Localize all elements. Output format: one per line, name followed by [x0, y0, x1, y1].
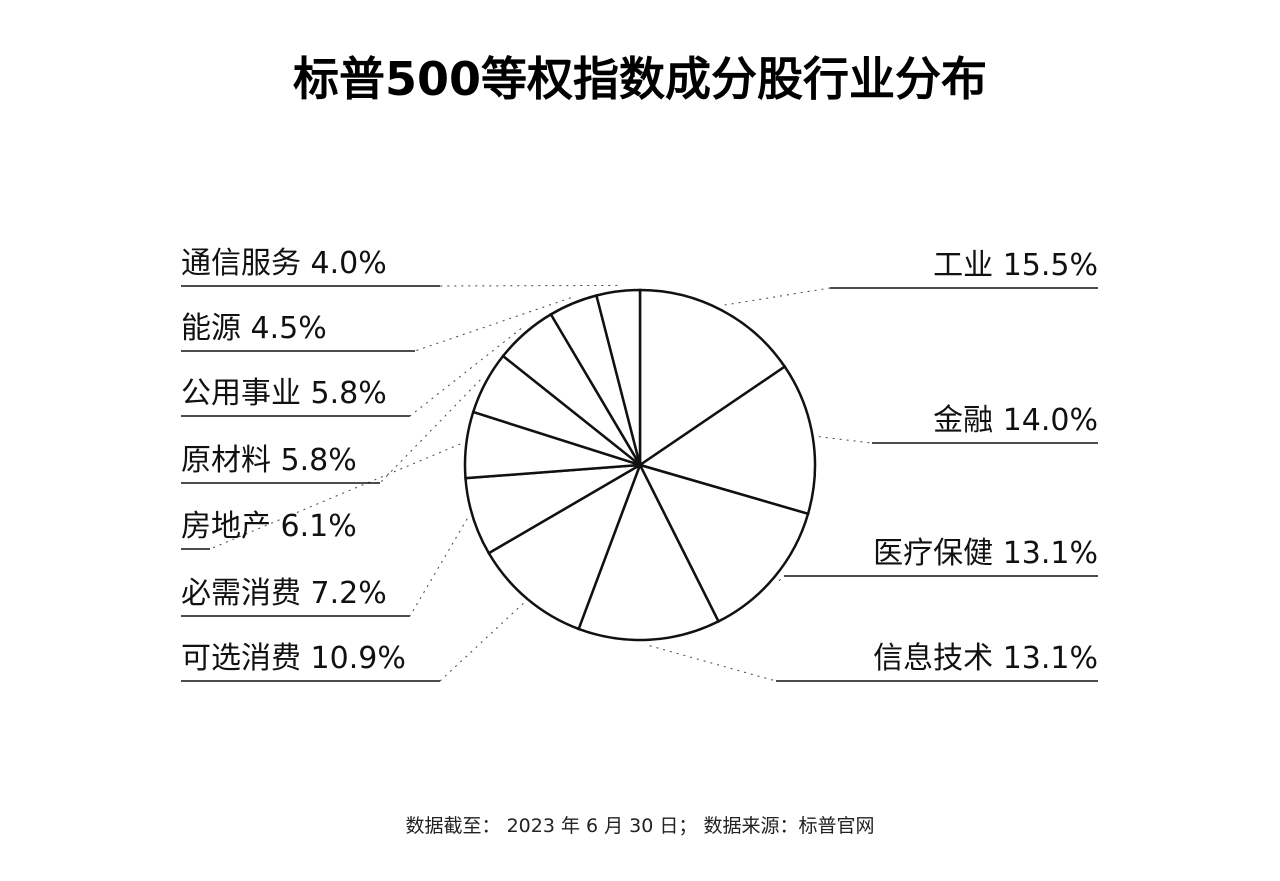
slice-label: 医疗保健 13.1%	[873, 536, 1098, 571]
slice-label: 必需消费 7.2%	[181, 576, 387, 611]
pie-slice	[594, 288, 642, 466]
slice-label: 金融 14.0%	[933, 403, 1098, 438]
leader-line	[439, 603, 524, 682]
chart-title: 标普500等权指数成分股行业分布	[293, 52, 987, 106]
leader-line	[409, 328, 522, 417]
leader-line	[379, 379, 481, 484]
pie-slice	[637, 463, 810, 624]
leader-line	[778, 575, 785, 582]
leader-line	[439, 284, 618, 287]
slice-label: 原材料 5.8%	[181, 443, 357, 478]
slice-label: 能源 4.5%	[181, 311, 327, 346]
pie-slice	[487, 462, 643, 631]
slice-label: 信息技术 13.1%	[873, 641, 1098, 676]
footer-note: 数据截至： 2023 年 6 月 30 日； 数据来源：标普官网	[406, 815, 875, 837]
leader-line	[649, 645, 777, 682]
pie-slice	[577, 461, 721, 642]
slice-label: 工业 15.5%	[933, 248, 1098, 283]
pie-slices	[463, 288, 817, 642]
slice-label: 房地产 6.1%	[181, 509, 357, 544]
slice-label: 公用事业 5.8%	[181, 376, 387, 411]
leader-line	[409, 518, 468, 617]
slice-label: 可选消费 10.9%	[181, 641, 406, 676]
pie-slice	[638, 288, 787, 468]
leader-lines	[181, 284, 1098, 682]
leader-line	[818, 436, 873, 444]
slice-labels: 工业 15.5% 金融 14.0% 医疗保健 13.1% 信息技术 13.1% 可选消费…	[181, 246, 1098, 676]
leader-line	[724, 287, 831, 306]
slice-label: 通信服务 4.0%	[181, 246, 387, 281]
